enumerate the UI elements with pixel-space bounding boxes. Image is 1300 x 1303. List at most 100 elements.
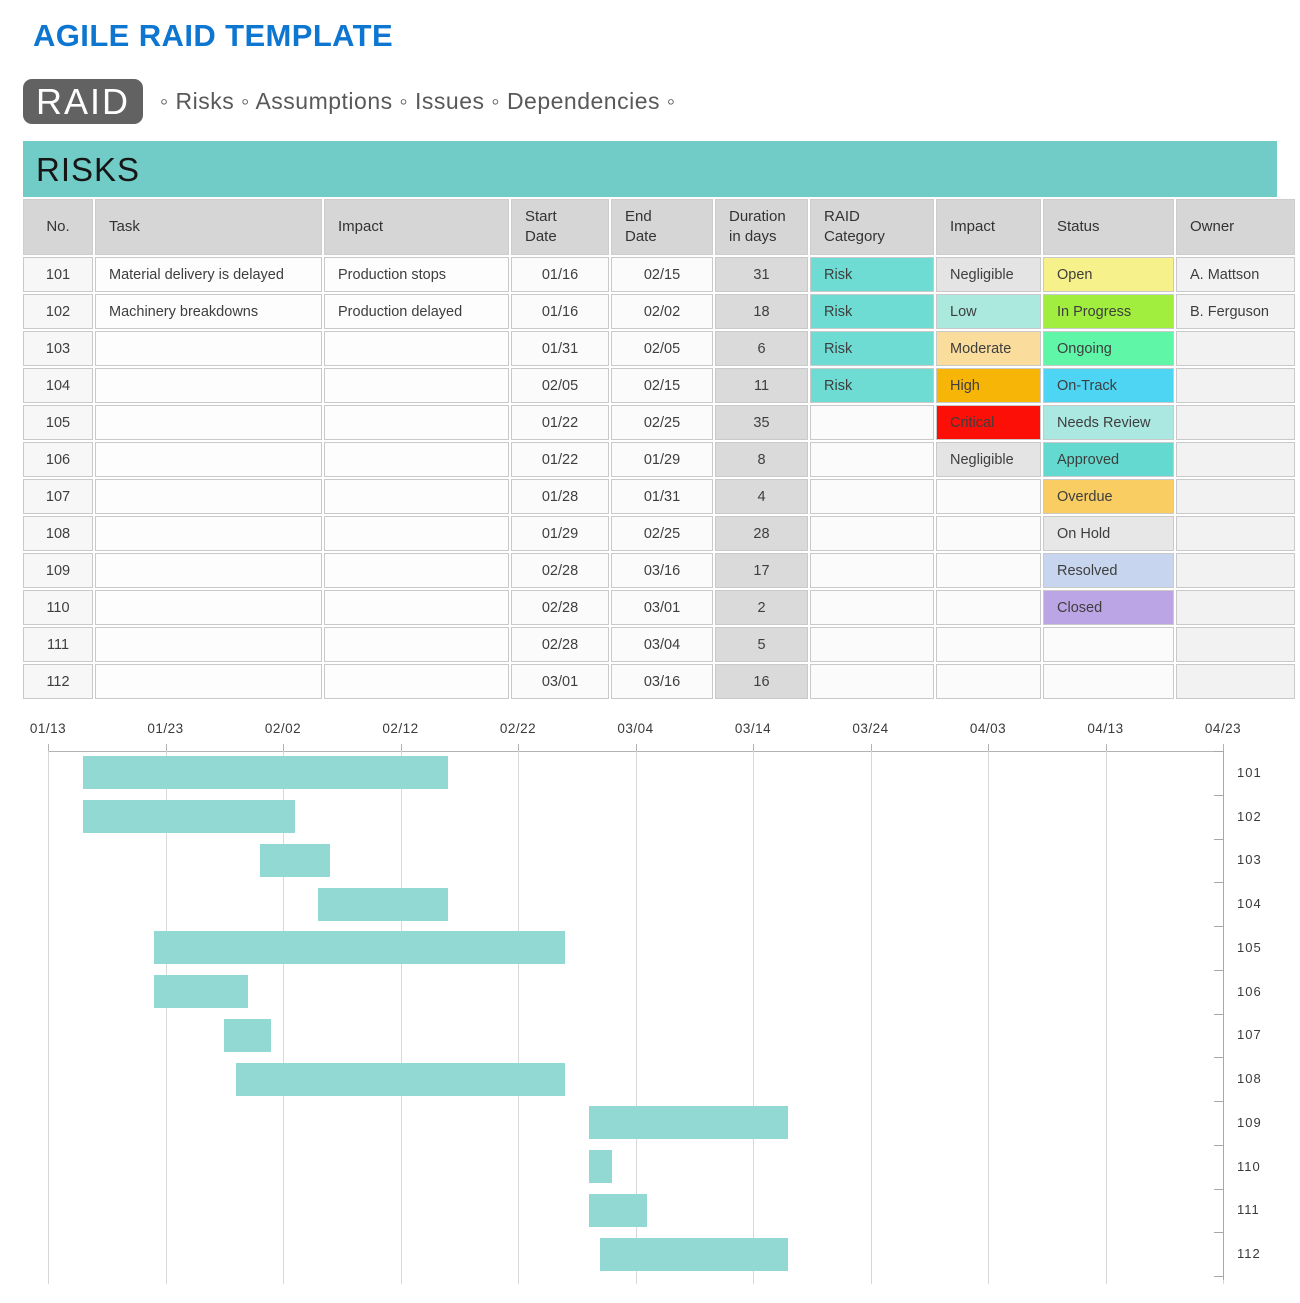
cell-task[interactable]: Machinery breakdowns [95, 294, 322, 329]
cell-raid-category[interactable]: Risk [810, 294, 934, 329]
cell-impact[interactable] [324, 553, 509, 588]
cell-status[interactable] [1043, 664, 1174, 699]
cell-impact[interactable] [324, 590, 509, 625]
cell-no[interactable]: 110 [23, 590, 93, 625]
cell-duration[interactable]: 5 [715, 627, 808, 662]
cell-owner[interactable] [1176, 479, 1295, 514]
cell-task[interactable] [95, 368, 322, 403]
cell-raid-category[interactable]: Risk [810, 257, 934, 292]
cell-start-date[interactable]: 01/16 [511, 257, 609, 292]
cell-impact[interactable] [324, 627, 509, 662]
cell-impact[interactable]: Production delayed [324, 294, 509, 329]
cell-raid-category[interactable]: Risk [810, 331, 934, 366]
cell-task[interactable]: Material delivery is delayed [95, 257, 322, 292]
cell-owner[interactable] [1176, 627, 1295, 662]
cell-duration[interactable]: 6 [715, 331, 808, 366]
cell-owner[interactable]: B. Ferguson [1176, 294, 1295, 329]
cell-duration[interactable]: 8 [715, 442, 808, 477]
cell-end-date[interactable]: 02/15 [611, 368, 713, 403]
cell-no[interactable]: 107 [23, 479, 93, 514]
cell-no[interactable]: 109 [23, 553, 93, 588]
cell-impact[interactable] [324, 368, 509, 403]
cell-start-date[interactable]: 01/31 [511, 331, 609, 366]
cell-duration[interactable]: 18 [715, 294, 808, 329]
cell-task[interactable] [95, 553, 322, 588]
cell-start-date[interactable]: 03/01 [511, 664, 609, 699]
cell-status[interactable] [1043, 627, 1174, 662]
cell-impact-level[interactable] [936, 553, 1041, 588]
cell-start-date[interactable]: 01/29 [511, 516, 609, 551]
cell-duration[interactable]: 4 [715, 479, 808, 514]
cell-impact-level[interactable]: High [936, 368, 1041, 403]
cell-end-date[interactable]: 02/25 [611, 405, 713, 440]
cell-status[interactable]: In Progress [1043, 294, 1174, 329]
cell-end-date[interactable]: 01/31 [611, 479, 713, 514]
cell-status[interactable]: On Hold [1043, 516, 1174, 551]
cell-end-date[interactable]: 03/04 [611, 627, 713, 662]
cell-impact[interactable] [324, 664, 509, 699]
cell-end-date[interactable]: 03/16 [611, 553, 713, 588]
cell-duration[interactable]: 31 [715, 257, 808, 292]
cell-raid-category[interactable] [810, 590, 934, 625]
cell-task[interactable] [95, 516, 322, 551]
cell-impact-level[interactable]: Negligible [936, 257, 1041, 292]
cell-duration[interactable]: 11 [715, 368, 808, 403]
cell-owner[interactable] [1176, 516, 1295, 551]
cell-owner[interactable] [1176, 405, 1295, 440]
cell-task[interactable] [95, 664, 322, 699]
cell-status[interactable]: Open [1043, 257, 1174, 292]
cell-impact-level[interactable] [936, 590, 1041, 625]
cell-task[interactable] [95, 331, 322, 366]
cell-no[interactable]: 111 [23, 627, 93, 662]
cell-raid-category[interactable] [810, 479, 934, 514]
cell-end-date[interactable]: 02/15 [611, 257, 713, 292]
cell-start-date[interactable]: 02/28 [511, 553, 609, 588]
cell-impact[interactable] [324, 442, 509, 477]
cell-end-date[interactable]: 02/25 [611, 516, 713, 551]
cell-raid-category[interactable] [810, 405, 934, 440]
cell-no[interactable]: 103 [23, 331, 93, 366]
cell-start-date[interactable]: 02/05 [511, 368, 609, 403]
cell-owner[interactable] [1176, 442, 1295, 477]
cell-impact[interactable] [324, 331, 509, 366]
cell-no[interactable]: 102 [23, 294, 93, 329]
cell-task[interactable] [95, 479, 322, 514]
cell-no[interactable]: 104 [23, 368, 93, 403]
cell-task[interactable] [95, 405, 322, 440]
cell-impact[interactable] [324, 516, 509, 551]
cell-end-date[interactable]: 02/02 [611, 294, 713, 329]
cell-impact-level[interactable]: Negligible [936, 442, 1041, 477]
cell-raid-category[interactable]: Risk [810, 368, 934, 403]
cell-duration[interactable]: 16 [715, 664, 808, 699]
cell-start-date[interactable]: 01/22 [511, 405, 609, 440]
cell-start-date[interactable]: 01/16 [511, 294, 609, 329]
cell-start-date[interactable]: 02/28 [511, 590, 609, 625]
cell-end-date[interactable]: 03/16 [611, 664, 713, 699]
cell-no[interactable]: 108 [23, 516, 93, 551]
cell-no[interactable]: 105 [23, 405, 93, 440]
cell-task[interactable] [95, 627, 322, 662]
cell-start-date[interactable]: 01/28 [511, 479, 609, 514]
cell-owner[interactable] [1176, 331, 1295, 366]
cell-end-date[interactable]: 02/05 [611, 331, 713, 366]
cell-status[interactable]: Closed [1043, 590, 1174, 625]
cell-impact-level[interactable]: Low [936, 294, 1041, 329]
cell-impact-level[interactable] [936, 627, 1041, 662]
cell-end-date[interactable]: 01/29 [611, 442, 713, 477]
cell-duration[interactable]: 2 [715, 590, 808, 625]
cell-no[interactable]: 106 [23, 442, 93, 477]
cell-task[interactable] [95, 590, 322, 625]
cell-impact-level[interactable]: Critical [936, 405, 1041, 440]
cell-duration[interactable]: 28 [715, 516, 808, 551]
cell-impact[interactable] [324, 479, 509, 514]
cell-status[interactable]: On-Track [1043, 368, 1174, 403]
cell-no[interactable]: 112 [23, 664, 93, 699]
cell-end-date[interactable]: 03/01 [611, 590, 713, 625]
cell-impact-level[interactable] [936, 664, 1041, 699]
cell-no[interactable]: 101 [23, 257, 93, 292]
cell-impact-level[interactable]: Moderate [936, 331, 1041, 366]
cell-owner[interactable] [1176, 553, 1295, 588]
cell-start-date[interactable]: 02/28 [511, 627, 609, 662]
cell-raid-category[interactable] [810, 553, 934, 588]
cell-raid-category[interactable] [810, 442, 934, 477]
